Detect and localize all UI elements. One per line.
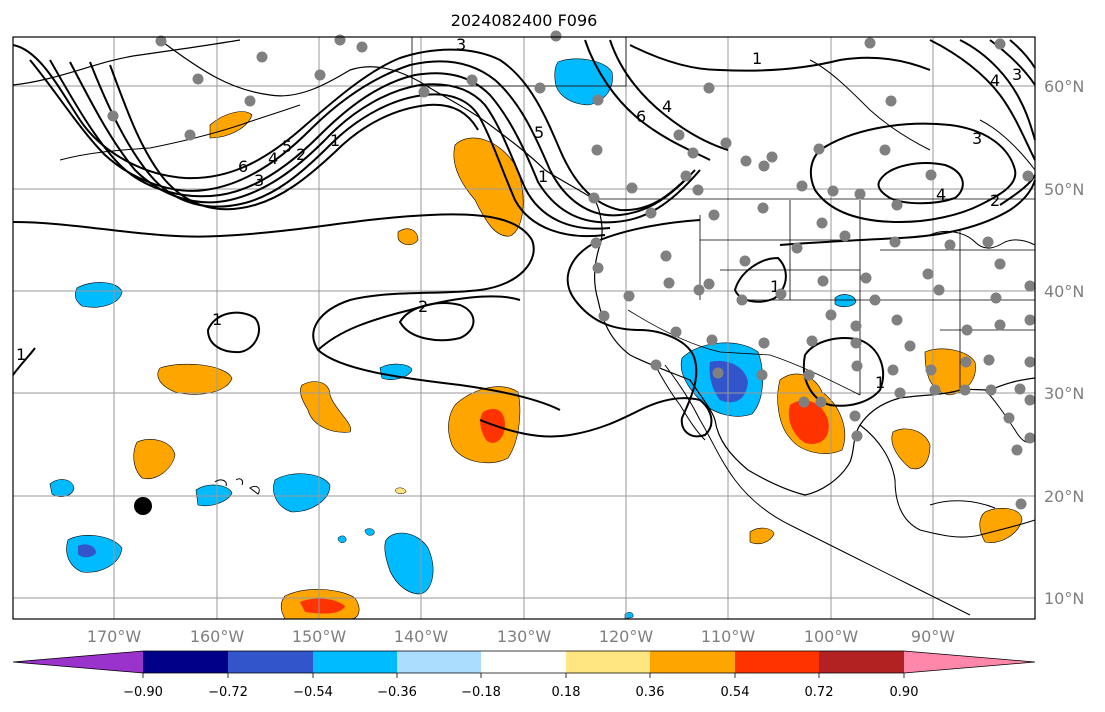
contour-label: 5 (534, 123, 544, 142)
colorbar-tick-label: 0.54 (721, 685, 750, 700)
colorbar: −0.90 −0.72 −0.54 −0.36 −0.18 0.18 0.36 … (12, 650, 1036, 700)
lon-label: 110°W (701, 627, 756, 646)
colorbar-tick-label: 0.90 (890, 685, 919, 700)
contour-label: 4 (662, 97, 672, 116)
contour-label: 1 (330, 131, 340, 150)
contour-label: 3 (254, 171, 264, 190)
latitude-labels: 60°N 50°N 40°N 30°N 20°N 10°N (1044, 77, 1084, 608)
contour-label: 2 (296, 145, 306, 164)
contour-label: 3 (972, 129, 982, 148)
colorbar-tick-label: −0.72 (208, 685, 248, 700)
colorbar-swatch (397, 651, 481, 673)
contour-label: 6 (636, 107, 646, 126)
lat-label: 20°N (1044, 487, 1084, 506)
lon-label: 140°W (394, 627, 449, 646)
colorbar-swatch (228, 651, 313, 673)
lon-label: 150°W (292, 627, 347, 646)
colorbar-tick-label: −0.54 (293, 685, 333, 700)
contour-label: 1 (212, 310, 222, 329)
location-marker (134, 497, 152, 515)
contour-label: 4 (990, 71, 1000, 90)
contour-label: 4 (936, 185, 946, 204)
lon-label: 100°W (804, 627, 859, 646)
map-panel: 1 2 3 4 5 6 1 2 1 1 1 1 1 3 4 2 6 5 4 3 … (12, 30, 1036, 620)
contour-label: 1 (16, 345, 26, 364)
lat-label: 10°N (1044, 589, 1084, 608)
lat-label: 50°N (1044, 180, 1084, 199)
colorbar-swatch (313, 651, 397, 673)
contour-label: 5 (282, 137, 292, 156)
colorbar-extend-high (904, 651, 1035, 673)
lon-label: 160°W (190, 627, 245, 646)
contour-label: 2 (418, 297, 428, 316)
contour-label: 1 (538, 167, 548, 186)
contour-label: 6 (238, 157, 248, 176)
longitude-labels: 170°W 160°W 150°W 140°W 130°W 120°W 110°… (87, 627, 955, 646)
colorbar-swatch (650, 651, 735, 673)
contour-label: 4 (268, 149, 278, 168)
colorbar-tick-label: −0.36 (377, 685, 417, 700)
map-frame (12, 36, 1036, 620)
station-dots (107, 30, 1036, 510)
lat-label: 60°N (1044, 77, 1084, 96)
contour-label: 1 (752, 49, 762, 68)
contour-label: 1 (875, 373, 885, 392)
colorbar-swatch (143, 651, 228, 673)
lon-label: 120°W (599, 627, 654, 646)
contour-labels: 1 2 3 4 5 6 1 2 1 1 1 1 1 3 4 2 6 5 4 3 … (16, 35, 1022, 392)
contour-label: 3 (456, 35, 466, 54)
lat-label: 30°N (1044, 384, 1084, 403)
colorbar-swatch (481, 651, 566, 673)
borders (411, 37, 1035, 396)
colorbar-swatch (566, 651, 650, 673)
lon-label: 170°W (87, 627, 142, 646)
colorbar-tick-label: 0.72 (805, 685, 834, 700)
contour-label: 1 (770, 277, 780, 296)
colorbar-tick-label: 0.36 (636, 685, 665, 700)
contour-label: 2 (990, 191, 1000, 210)
colorbar-tick-label: −0.18 (461, 685, 501, 700)
lat-label: 40°N (1044, 282, 1084, 301)
colorbar-tick-label: −0.90 (123, 685, 163, 700)
colorbar-swatch (819, 651, 904, 673)
lon-label: 130°W (497, 627, 552, 646)
figure-title: 2024082400 F096 (451, 11, 598, 30)
colorbar-swatch (735, 651, 819, 673)
contour-label: 3 (1012, 65, 1022, 84)
colorbar-tick-label: 0.18 (552, 685, 581, 700)
graticule (13, 37, 1035, 619)
colorbar-extend-low (13, 651, 143, 673)
lon-label: 90°W (911, 627, 955, 646)
shaded-fields (49, 58, 1023, 620)
